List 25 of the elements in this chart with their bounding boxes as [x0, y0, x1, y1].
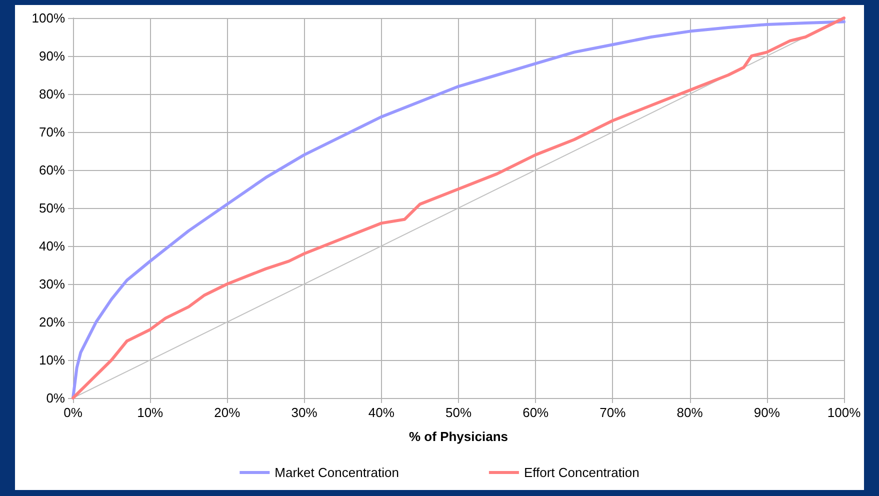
x-tick-label: 20% — [214, 405, 241, 420]
x-tick-label: 40% — [368, 405, 395, 420]
x-tick-label: 30% — [291, 405, 318, 420]
y-tick-label: 70% — [38, 124, 66, 140]
y-tick-label: 10% — [38, 352, 66, 368]
legend-label: Market Concentration — [274, 465, 399, 480]
x-axis-title: % of Physicians — [409, 429, 508, 444]
x-tick-label: 70% — [600, 405, 626, 420]
x-tick-label: 10% — [137, 405, 164, 420]
x-tick-label: 50% — [445, 405, 472, 420]
y-tick-label: 40% — [38, 238, 66, 254]
y-tick-label: 60% — [38, 162, 66, 178]
x-tick-label: 80% — [676, 405, 704, 420]
y-tick-label: 20% — [38, 314, 66, 330]
x-tick-label: 90% — [754, 405, 780, 420]
legend-label: Effort Concentration — [524, 465, 640, 480]
y-tick-label: 80% — [38, 86, 66, 102]
x-tick-label: 0% — [64, 405, 83, 420]
y-tick-label: 0% — [46, 390, 66, 406]
y-tick-label: 100% — [32, 10, 66, 26]
y-tick-label: 30% — [38, 276, 66, 292]
y-tick-label: 90% — [38, 48, 66, 64]
x-tick-label: 60% — [522, 405, 550, 420]
x-tick-label: 100% — [827, 405, 862, 420]
y-tick-label: 50% — [38, 200, 66, 216]
